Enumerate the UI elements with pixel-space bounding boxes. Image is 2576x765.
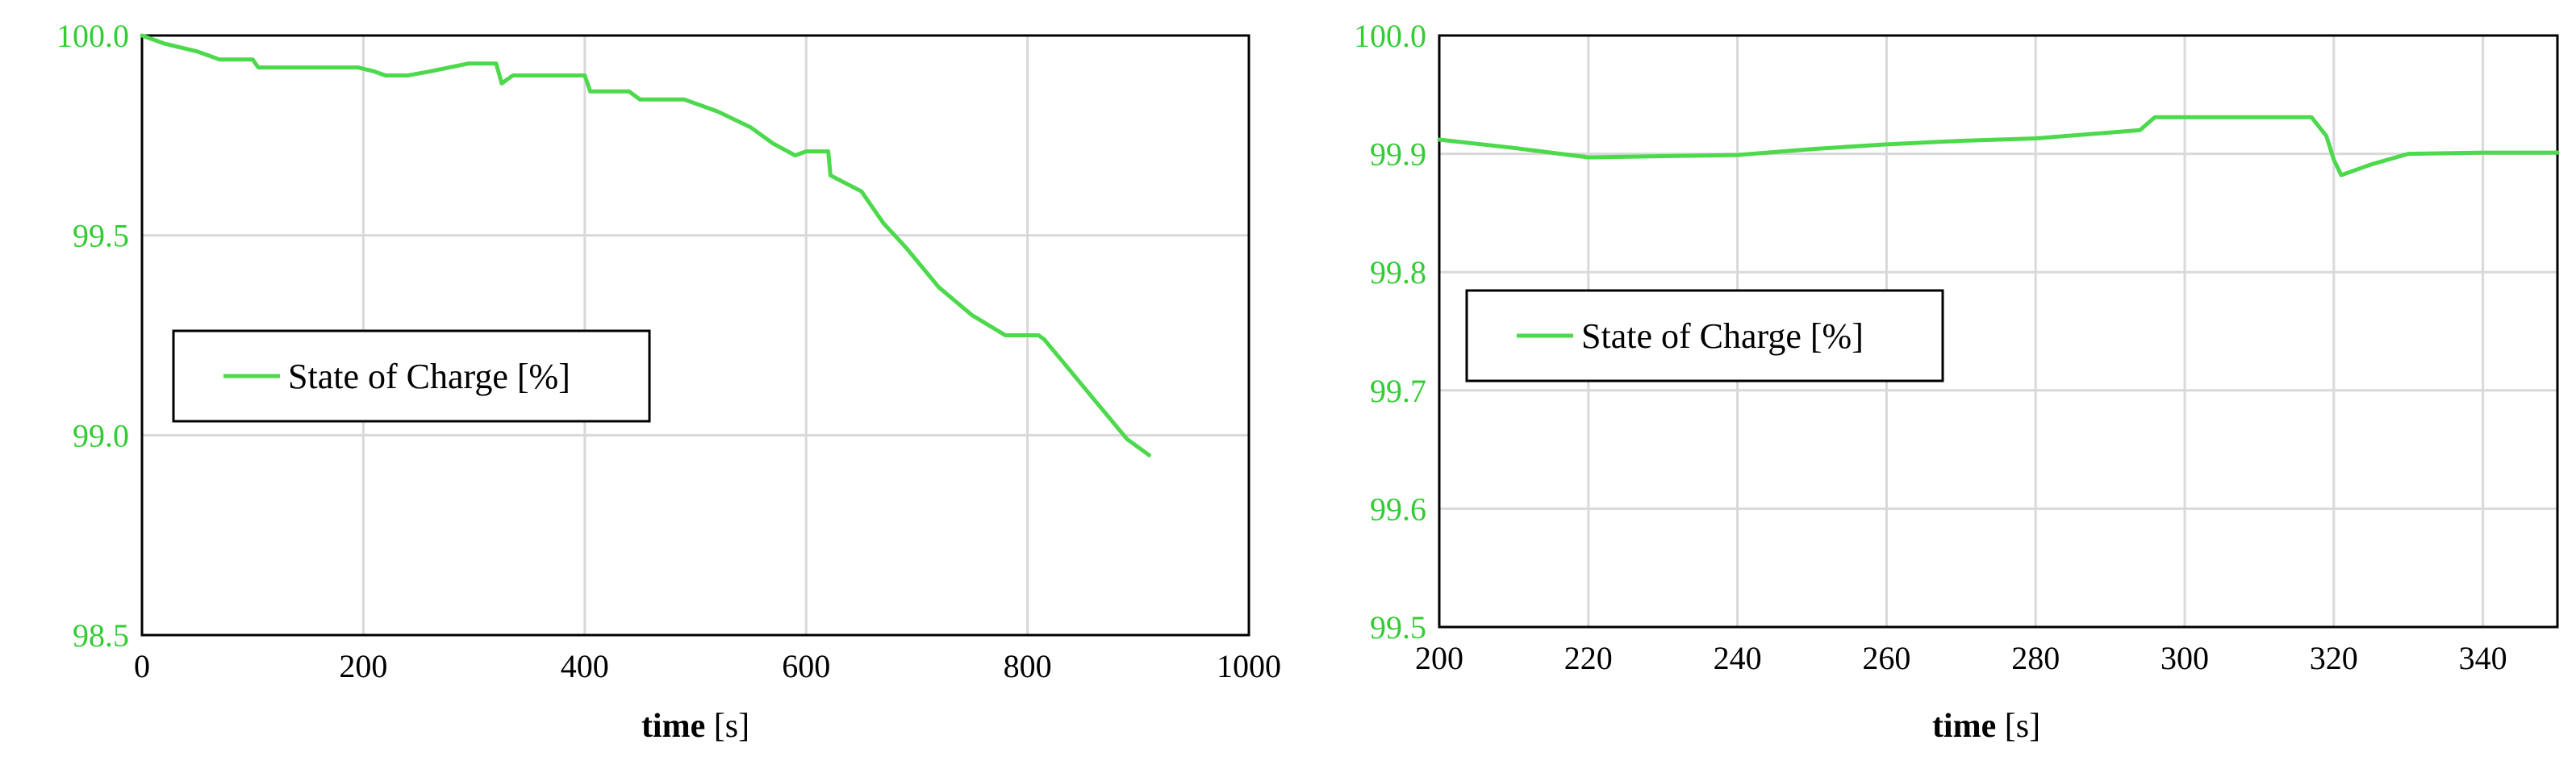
legend-label: State of Charge [%] bbox=[288, 357, 570, 396]
x-axis-label-name: time bbox=[1932, 708, 1996, 745]
soc-chart-zoomed: 200 220 240 260 280 300 320 340 99.5 99.6 99.7 99.8… bbox=[1354, 18, 2560, 745]
x-axis-label-unit: [s] bbox=[705, 708, 749, 745]
y-tick-label: 99.0 bbox=[73, 417, 129, 454]
x-tick-label: 320 bbox=[2310, 640, 2358, 676]
soc-chart-full-range: 0 200 400 600 800 1000 98.5 99.0 99.5 100.0 State … bbox=[56, 18, 1281, 745]
x-tick-label: 1000 bbox=[1217, 648, 1281, 684]
x-tick-label: 300 bbox=[2161, 640, 2209, 676]
x-axis-label: time [s] bbox=[1932, 708, 2040, 745]
series-line-state-of-charge bbox=[1437, 115, 2560, 178]
x-tick-label: 200 bbox=[1415, 640, 1463, 676]
x-tick-label: 340 bbox=[2459, 640, 2507, 676]
plot-area-frame bbox=[1438, 34, 2559, 629]
x-tick-label: 240 bbox=[1714, 640, 1762, 676]
y-tick-label: 100.0 bbox=[1354, 18, 1426, 54]
plot-area-frame bbox=[140, 34, 1250, 637]
series-line-state-of-charge bbox=[140, 33, 1151, 458]
y-tick-label: 98.5 bbox=[73, 617, 129, 654]
x-tick-label: 260 bbox=[1862, 640, 1910, 676]
y-tick-label: 99.7 bbox=[1370, 373, 1426, 409]
x-axis-label-name: time bbox=[641, 708, 705, 745]
x-axis-label-unit: [s] bbox=[1996, 708, 2040, 745]
y-tick-label: 99.6 bbox=[1370, 491, 1426, 527]
x-tick-label: 200 bbox=[339, 648, 387, 684]
y-tick-label: 99.9 bbox=[1370, 136, 1426, 173]
y-tick-label: 99.8 bbox=[1370, 254, 1426, 291]
x-tick-label: 220 bbox=[1564, 640, 1613, 676]
legend: State of Charge [%] bbox=[172, 329, 651, 423]
y-tick-label: 100.0 bbox=[56, 18, 129, 54]
y-tick-label: 99.5 bbox=[73, 218, 129, 254]
x-tick-label: 400 bbox=[561, 648, 609, 684]
x-tick-label: 600 bbox=[782, 648, 830, 684]
y-tick-label: 99.5 bbox=[1370, 609, 1426, 646]
x-tick-label: 280 bbox=[2011, 640, 2060, 676]
x-tick-label: 800 bbox=[1004, 648, 1052, 684]
legend: State of Charge [%] bbox=[1465, 289, 1944, 382]
x-tick-label: 0 bbox=[134, 648, 150, 684]
legend-label: State of Charge [%] bbox=[1581, 316, 1864, 356]
x-axis-label: time [s] bbox=[641, 708, 749, 745]
